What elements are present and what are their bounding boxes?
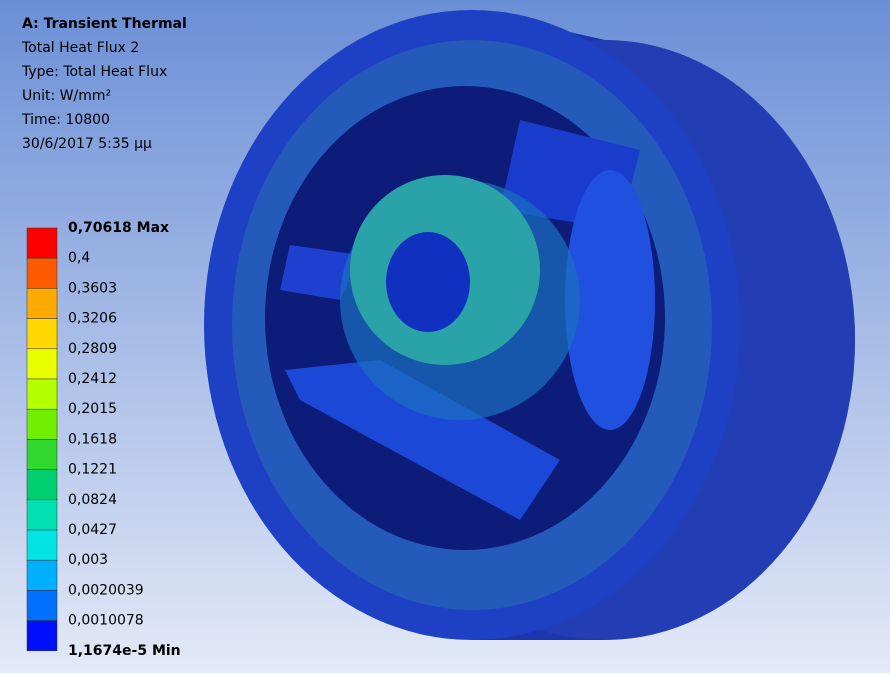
- legend-swatch: [26, 378, 58, 410]
- legend-label: 0,2015: [68, 401, 117, 417]
- legend-swatch: [26, 408, 58, 440]
- model: [204, 10, 855, 640]
- legend-label: 0,1618: [68, 431, 117, 447]
- legend-swatch: [26, 620, 58, 652]
- legend-swatch: [26, 499, 58, 531]
- info-line: 30/6/2017 5:35 μμ: [22, 136, 152, 152]
- legend-swatch: [26, 439, 58, 470]
- legend-swatch: [26, 559, 58, 591]
- spoke: [565, 170, 655, 430]
- legend-label: 0,003: [68, 552, 108, 568]
- legend-swatch: [26, 318, 58, 350]
- legend-label: 0,70618 Max: [68, 220, 169, 236]
- legend-label: 0,0020039: [68, 582, 144, 598]
- legend-swatch: [26, 469, 58, 501]
- result-title: A: Transient Thermal: [22, 16, 187, 32]
- legend-label: 0,0427: [68, 522, 117, 538]
- legend-swatch: [26, 348, 58, 380]
- legend-swatch: [26, 227, 58, 259]
- legend-label: 0,0010078: [68, 613, 144, 629]
- info-line: Time: 10800: [21, 112, 110, 128]
- legend-label: 0,0824: [68, 492, 117, 508]
- legend-label: 1,1674e-5 Min: [68, 643, 181, 659]
- legend-swatch: [26, 529, 58, 561]
- legend-swatch: [26, 257, 58, 289]
- legend-label: 0,2412: [68, 371, 117, 387]
- spoke: [280, 245, 360, 300]
- info-line: Unit: W/mm²: [22, 88, 111, 104]
- color-legend: 0,70618 Max 0,4 0,3603 0,3206 0,2809 0,2412 0,…: [26, 220, 181, 659]
- spoke: [285, 360, 560, 520]
- legend-swatch: [26, 288, 58, 319]
- result-info: Total Heat Flux 2 Type: Total Heat Flux Un…: [21, 40, 167, 152]
- legend-label: 0,3206: [68, 311, 117, 327]
- legend-label: 0,2809: [68, 341, 117, 357]
- info-line: Type: Total Heat Flux: [21, 64, 167, 80]
- legend-label: 0,4: [68, 250, 90, 266]
- legend-swatch: [26, 590, 58, 621]
- info-line: Total Heat Flux 2: [21, 40, 139, 56]
- legend-label: 0,1221: [68, 462, 117, 478]
- hub-hole: [386, 232, 470, 332]
- legend-label: 0,3603: [68, 280, 117, 296]
